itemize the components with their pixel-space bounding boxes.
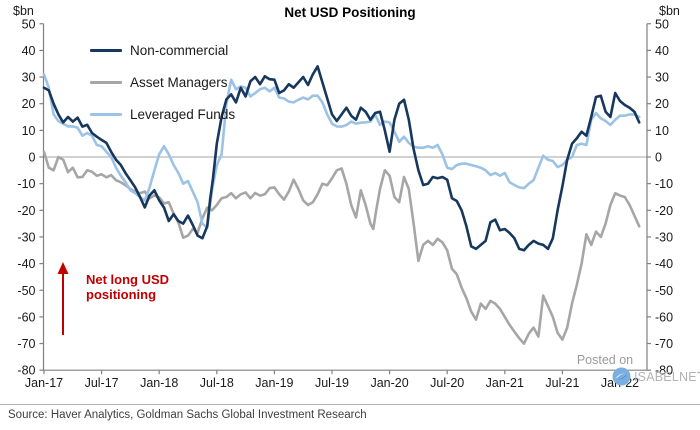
y-tick-label-left: -10 [17, 177, 35, 191]
y-tick-label-right: 10 [655, 124, 669, 138]
y-tick-label-left: -70 [17, 337, 35, 351]
y-tick-label-right: -50 [655, 284, 673, 298]
y-tick-label-left: -30 [17, 230, 35, 244]
y-tick-label-right: -60 [655, 310, 673, 324]
y-tick-label-right: -20 [655, 204, 673, 218]
x-tick-label: Jul-21 [545, 376, 579, 390]
x-tick-label: Jan-17 [25, 376, 63, 390]
chart-legend: Non-commercial Asset Managers Leveraged … [90, 34, 235, 130]
annotation-line2: positioning [86, 287, 157, 302]
legend-label: Non-commercial [130, 42, 229, 58]
x-tick-label: Jul-18 [200, 376, 234, 390]
isabelnet-globe-icon [612, 367, 631, 386]
y-tick-label-left: -20 [17, 204, 35, 218]
y-tick-label-right: -30 [655, 230, 673, 244]
legend-item-leveraged-funds: Leveraged Funds [90, 98, 235, 130]
footer-divider [0, 404, 700, 405]
x-tick-label: Jan-20 [370, 376, 408, 390]
y-tick-label-left: 50 [22, 17, 36, 31]
x-tick-label: Jan-21 [486, 376, 524, 390]
legend-item-asset-managers: Asset Managers [90, 66, 235, 98]
legend-swatch-non-commercial [90, 48, 122, 52]
series-line-non-commercial [42, 65, 641, 252]
y-tick-label-right: 20 [655, 97, 669, 111]
series-line-leveraged-funds [42, 73, 641, 229]
watermark: ISABELNET.com [612, 367, 700, 386]
annotation-arrow-head [57, 262, 69, 274]
y-tick-label-right: -80 [655, 364, 673, 378]
legend-item-non-commercial: Non-commercial [90, 34, 235, 66]
y-tick-label-left: 20 [22, 97, 36, 111]
y-tick-label-left: 0 [29, 151, 36, 165]
y-tick-label-left: -60 [17, 310, 35, 324]
y-tick-label-left: -50 [17, 284, 35, 298]
x-tick-label: Jan-18 [140, 376, 178, 390]
annotation-line1: Net long USD [86, 272, 170, 287]
y-axis-unit-right: $bn [659, 4, 680, 18]
legend-swatch-leveraged-funds [90, 112, 122, 116]
y-tick-label-left: -80 [17, 364, 35, 378]
x-tick-label: Jan-19 [255, 376, 293, 390]
y-tick-label-left: 40 [22, 44, 36, 58]
x-tick-label: Jul-17 [85, 376, 119, 390]
y-tick-label-right: -70 [655, 337, 673, 351]
legend-label: Asset Managers [130, 74, 228, 90]
legend-label: Leveraged Funds [130, 106, 236, 122]
watermark-text: ISABELNET.com [634, 369, 700, 384]
y-tick-label-left: 10 [22, 124, 36, 138]
y-tick-label-left: 30 [22, 71, 36, 85]
source-text: Source: Haver Analytics, Goldman Sachs G… [8, 409, 367, 421]
chart-title: Net USD Positioning [284, 5, 416, 20]
y-tick-label-left: -40 [17, 257, 35, 271]
net-long-usd-annotation: Net long USD positioning [86, 272, 169, 302]
posted-on-text: Posted on [576, 353, 634, 367]
x-tick-label: Jul-19 [315, 376, 349, 390]
series-line-asset-managers [42, 150, 641, 345]
y-tick-label-right: 0 [655, 151, 662, 165]
x-tick-label: Jul-20 [430, 376, 464, 390]
y-tick-label-right: 50 [655, 17, 669, 31]
y-tick-label-right: -40 [655, 257, 673, 271]
y-tick-label-right: 30 [655, 71, 669, 85]
legend-swatch-asset-managers [90, 80, 122, 84]
y-tick-label-right: -10 [655, 177, 673, 191]
y-axis-unit-left: $bn [13, 4, 34, 18]
y-tick-label-right: 40 [655, 44, 669, 58]
